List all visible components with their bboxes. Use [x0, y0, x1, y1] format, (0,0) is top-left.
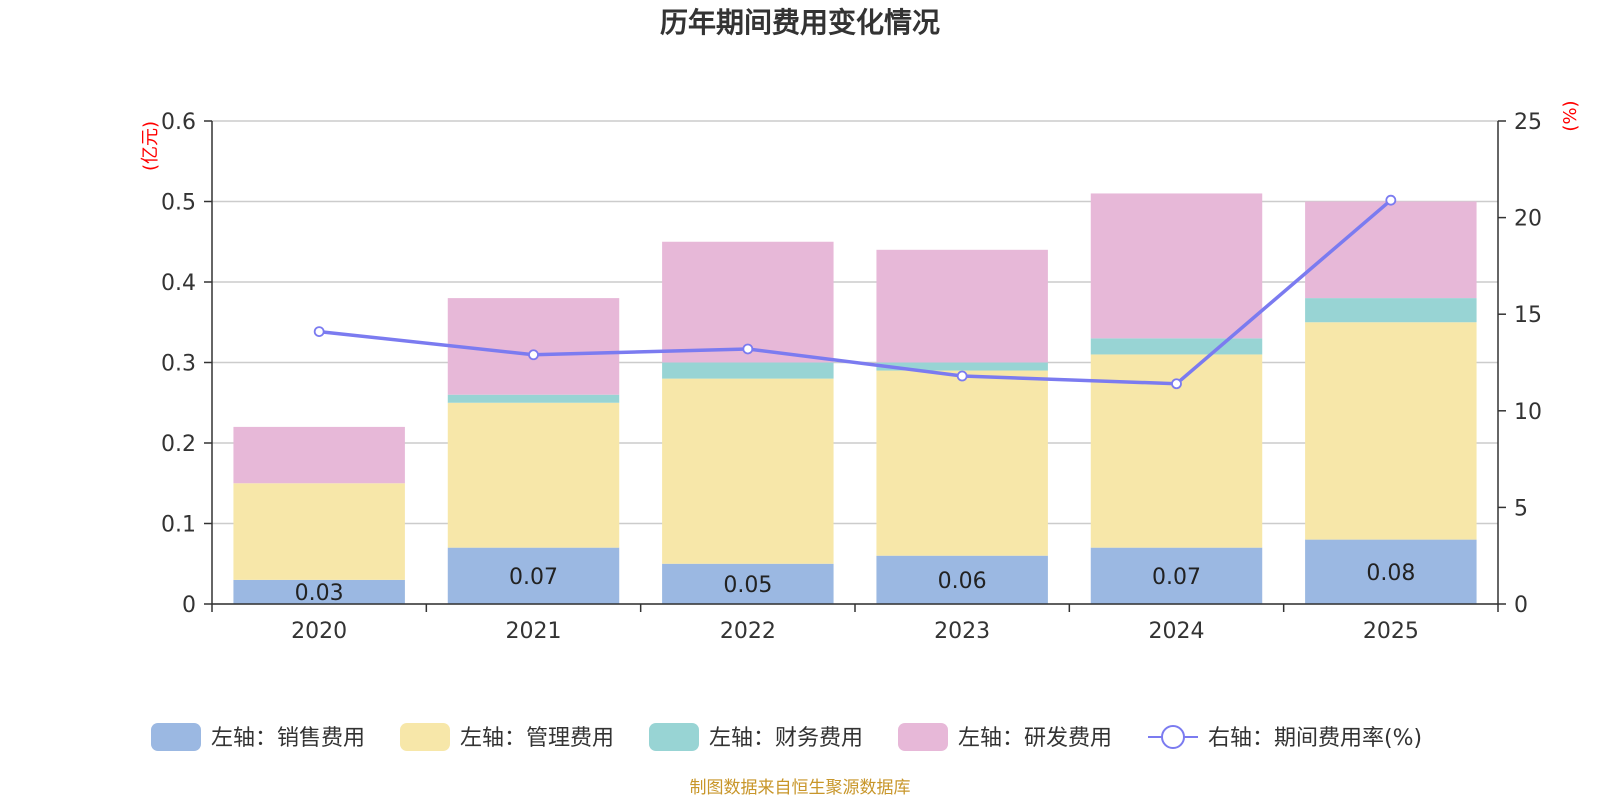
right-tick-label: 5	[1514, 496, 1528, 521]
bar-segment	[447, 547, 620, 604]
x-axis-ticks: 2020 2021 2022 2023 2024 2025	[291, 619, 1419, 644]
rate-line-point	[956, 370, 968, 382]
bar-segment	[1090, 193, 1263, 339]
rate-line	[313, 194, 1397, 390]
bar-segment	[233, 426, 405, 484]
x-tick-label: 2024	[1149, 619, 1205, 644]
bar-value-label: 0.03	[295, 581, 344, 606]
rate-line-point	[742, 343, 754, 355]
bar-segment	[447, 394, 620, 403]
rate-line-path	[318, 198, 1392, 386]
bar-value-label: 0.07	[1152, 565, 1201, 590]
bar-segment	[447, 298, 620, 395]
bar-value-label: 0.07	[509, 565, 558, 590]
right-tick-label: 25	[1514, 110, 1542, 135]
rate-line-point	[1171, 378, 1182, 390]
bar-segment	[662, 241, 834, 363]
bar-segment	[876, 555, 1048, 604]
legend-swatch	[151, 723, 201, 751]
bar-value-label: 0.06	[938, 569, 987, 594]
bar-labels: 0.03 0.07 0.05 0.06 0.07 0.08	[295, 561, 1416, 606]
left-tick-label: 0.1	[161, 513, 196, 538]
left-tick-label: 0.3	[161, 352, 196, 377]
legend-swatch	[649, 723, 699, 751]
rate-line-point	[313, 326, 325, 337]
left-axis-ticks: 0 0.1 0.2 0.3 0.4 0.5 0.6	[161, 110, 196, 618]
legend-label: 左轴：销售费用	[211, 726, 365, 751]
x-tick-label: 2023	[934, 619, 990, 644]
x-tick-label: 2020	[291, 619, 347, 644]
right-tick-label: 10	[1514, 400, 1542, 425]
rate-line-point	[528, 349, 539, 361]
right-tick-label: 15	[1514, 303, 1542, 328]
x-tick-label: 2025	[1363, 619, 1419, 644]
legend-swatch	[400, 723, 450, 751]
legend-label: 左轴：研发费用	[958, 726, 1112, 751]
right-axis-ticks: 0 5 10 15 20 25	[1514, 110, 1542, 618]
source-note: 制图数据来自恒生聚源数据库	[690, 778, 911, 798]
bar-segment	[1305, 539, 1477, 604]
bar-segment	[876, 362, 1048, 371]
bar-segment	[662, 378, 834, 564]
bar-segment	[1090, 338, 1263, 355]
right-tick-label: 20	[1514, 207, 1542, 232]
axes	[204, 120, 1506, 612]
right-axis-unit: (%)	[1560, 100, 1581, 131]
legend-marker	[1161, 725, 1185, 749]
left-tick-label: 0.5	[161, 191, 196, 216]
grid	[212, 120, 1498, 605]
left-tick-label: 0.6	[161, 110, 196, 135]
x-tick-label: 2022	[720, 619, 776, 644]
legend-swatch	[898, 723, 948, 751]
bar-segment	[233, 483, 405, 580]
bars	[233, 193, 1477, 604]
legend-label: 右轴：期间费用率(%)	[1208, 726, 1422, 751]
bar-segment	[876, 249, 1048, 363]
bar-segment	[876, 370, 1048, 556]
bar-segment	[662, 563, 834, 604]
bar-segment	[662, 362, 834, 379]
right-tick-label: 0	[1514, 593, 1528, 618]
bar-segment	[1305, 322, 1477, 540]
rate-line-point	[1385, 194, 1397, 206]
left-tick-label: 0	[182, 593, 196, 618]
bar-segment	[1090, 547, 1263, 604]
bar-segment	[233, 579, 405, 604]
legend-label: 左轴：管理费用	[460, 726, 614, 751]
left-axis-unit: (亿元)	[140, 121, 161, 171]
bar-segment	[1305, 298, 1477, 323]
bar-segment	[447, 402, 620, 548]
left-tick-label: 0.4	[161, 271, 196, 296]
bar-value-label: 0.05	[723, 573, 772, 598]
left-tick-label: 0.2	[161, 432, 196, 457]
legend: 左轴：销售费用 左轴：管理费用 左轴：财务费用 左轴：研发费用 右轴：期间费用率(%)	[151, 723, 1422, 751]
bar-value-label: 0.08	[1366, 561, 1415, 586]
chart-title: 历年期间费用变化情况	[660, 6, 940, 39]
x-tick-label: 2021	[506, 619, 562, 644]
legend-label: 左轴：财务费用	[709, 726, 863, 751]
